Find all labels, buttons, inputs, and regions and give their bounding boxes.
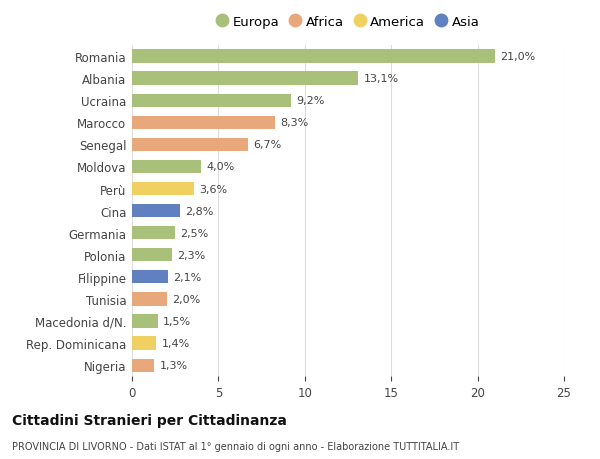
Bar [132, 205, 181, 218]
Legend: Europa, Africa, America, Asia: Europa, Africa, America, Asia [212, 11, 484, 33]
Bar [132, 359, 154, 372]
Bar [132, 95, 291, 107]
Text: 2,8%: 2,8% [185, 206, 214, 216]
Text: 8,3%: 8,3% [281, 118, 309, 128]
Text: 1,5%: 1,5% [163, 316, 191, 326]
Text: 2,0%: 2,0% [172, 294, 200, 304]
Text: 2,5%: 2,5% [181, 228, 209, 238]
Bar [132, 73, 358, 85]
Bar [132, 293, 167, 306]
Bar [132, 315, 158, 328]
Bar [132, 271, 168, 284]
Bar [132, 227, 175, 240]
Bar [132, 161, 201, 174]
Text: 9,2%: 9,2% [296, 96, 325, 106]
Text: 2,3%: 2,3% [177, 250, 205, 260]
Bar [132, 183, 194, 196]
Bar [132, 249, 172, 262]
Text: 6,7%: 6,7% [253, 140, 281, 150]
Bar [132, 117, 275, 129]
Text: 2,1%: 2,1% [173, 272, 202, 282]
Text: Cittadini Stranieri per Cittadinanza: Cittadini Stranieri per Cittadinanza [12, 413, 287, 427]
Text: PROVINCIA DI LIVORNO - Dati ISTAT al 1° gennaio di ogni anno - Elaborazione TUTT: PROVINCIA DI LIVORNO - Dati ISTAT al 1° … [12, 441, 459, 451]
Bar [132, 139, 248, 151]
Text: 4,0%: 4,0% [206, 162, 235, 172]
Text: 13,1%: 13,1% [364, 74, 398, 84]
Text: 21,0%: 21,0% [500, 52, 535, 62]
Bar [132, 50, 495, 63]
Bar [132, 337, 156, 350]
Text: 3,6%: 3,6% [199, 184, 227, 194]
Text: 1,3%: 1,3% [160, 360, 188, 370]
Text: 1,4%: 1,4% [161, 338, 190, 348]
